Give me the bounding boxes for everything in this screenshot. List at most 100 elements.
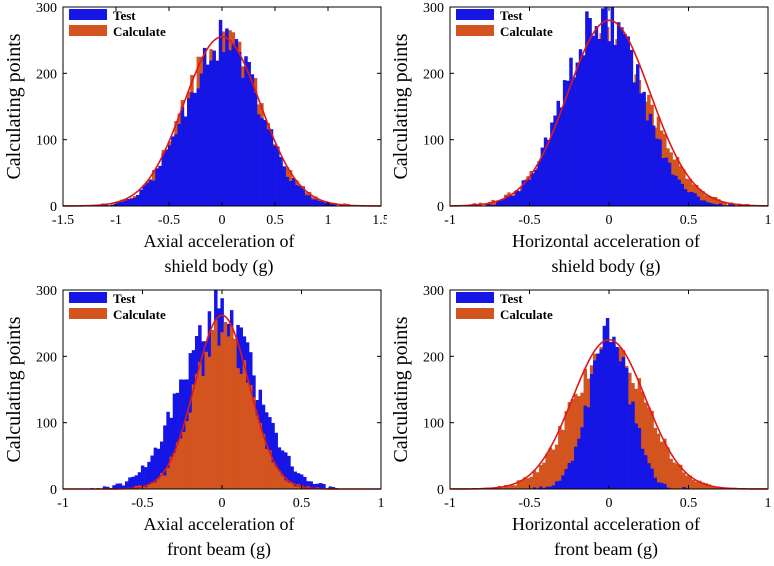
chart-3-bar-calculate bbox=[682, 472, 686, 489]
chart-0-bar-test bbox=[228, 50, 232, 206]
chart-1-bar-test bbox=[581, 55, 586, 206]
chart-0-legend-label-test: Test bbox=[113, 8, 136, 23]
chart-0-bar-test bbox=[202, 47, 207, 207]
chart-3-bar-calculate bbox=[701, 482, 705, 489]
chart-0-bar-test bbox=[288, 181, 293, 206]
chart-3-bar-calculate bbox=[535, 472, 540, 489]
chart-3-bar-test bbox=[663, 483, 667, 489]
chart-0-bar-test bbox=[132, 197, 137, 206]
chart-2-bar-test bbox=[293, 471, 298, 489]
chart-1-bar-test bbox=[610, 7, 615, 206]
chart-1-bar-test bbox=[543, 137, 548, 206]
chart-3-bar-calculate bbox=[647, 407, 651, 489]
chart-0-bar-test bbox=[218, 19, 223, 206]
chart-2-bar-test bbox=[290, 466, 294, 489]
chart-2-bar-test bbox=[303, 476, 307, 489]
chart-1-bar-calculate bbox=[710, 196, 715, 206]
chart-2-legend-swatch-calculate bbox=[69, 308, 107, 319]
chart-3-bar-calculate bbox=[698, 480, 702, 489]
chart-0-bar-test bbox=[330, 202, 334, 206]
chart-3-ytick-label: 300 bbox=[423, 284, 444, 299]
chart-0-bar-test bbox=[171, 136, 175, 206]
chart-3-bar-calculate bbox=[669, 458, 673, 489]
chart-1-bar-test bbox=[693, 193, 697, 206]
chart-1-bar-test bbox=[502, 198, 506, 206]
chart-0-bar-test bbox=[209, 60, 213, 207]
chart-1-bar-test bbox=[718, 203, 723, 206]
chart-3-bar-calculate bbox=[640, 391, 645, 489]
chart-2-bar-test bbox=[280, 450, 285, 489]
chart-1-bar-test bbox=[594, 26, 599, 206]
chart-2-bar-calculate bbox=[264, 448, 269, 489]
chart-2-xtick-label: -1 bbox=[57, 496, 69, 511]
chart-0-bar-test bbox=[155, 168, 159, 206]
chart-0-xtick-label: 0.5 bbox=[266, 213, 284, 228]
chart-3-bar-calculate bbox=[548, 447, 553, 489]
chart-3-bar-calculate bbox=[653, 427, 657, 489]
chart-2-bar-calculate bbox=[268, 450, 272, 489]
chart-3-bar-calculate bbox=[516, 480, 521, 489]
chart-0-bar-test bbox=[212, 50, 216, 207]
chart-0-bar-test bbox=[317, 200, 321, 206]
chart-0-ytick-label: 200 bbox=[36, 67, 57, 82]
chart-1-bar-test bbox=[512, 195, 516, 206]
chart-2-bar-calculate bbox=[159, 473, 164, 489]
chart-3-bar-calculate bbox=[532, 470, 537, 489]
chart-1-bar-test bbox=[496, 200, 500, 206]
chart-1-bar-test bbox=[585, 11, 589, 207]
chart-0-bar-test bbox=[285, 176, 290, 206]
chart-2-bar-test bbox=[153, 447, 158, 489]
chart-2-ylabel: Calculating points bbox=[3, 316, 25, 462]
chart-3-bar-calculate bbox=[564, 411, 568, 489]
chart-1-bar-test bbox=[661, 158, 665, 206]
chart-0-bar-test bbox=[253, 92, 258, 206]
chart-0-bar-test bbox=[282, 166, 286, 206]
chart-0-bar-test bbox=[142, 185, 146, 206]
chart-3-bar-calculate bbox=[713, 486, 718, 489]
chart-1-bar-test bbox=[591, 35, 595, 207]
chart-1-bar-test bbox=[674, 175, 678, 206]
chart-3-bar-calculate bbox=[672, 462, 677, 489]
chart-0-xtick-label: 1 bbox=[325, 213, 332, 228]
chart-3-bar-test bbox=[574, 446, 578, 489]
chart-0-bar-test bbox=[129, 198, 134, 206]
chart-0-bar-test bbox=[177, 123, 181, 206]
chart-3-bar-test bbox=[567, 463, 572, 489]
chart-2-bar-test bbox=[121, 485, 126, 489]
chart-3-bar-calculate bbox=[656, 433, 661, 489]
chart-3-xlabel-line1: Horizontal acceleration of bbox=[512, 514, 700, 534]
chart-1-bar-test bbox=[537, 161, 541, 206]
chart-3-bar-calculate bbox=[666, 447, 670, 489]
chart-0-xlabel-line1: Axial acceleration of bbox=[144, 231, 295, 251]
chart-1-ytick-label: 100 bbox=[423, 134, 444, 149]
chart-3-bar-calculate bbox=[691, 479, 696, 489]
chart-1-xlabel-line1: Horizontal acceleration of bbox=[512, 231, 700, 251]
chart-1-ytick-label: 0 bbox=[437, 200, 444, 215]
chart-1-bar-test bbox=[540, 147, 545, 206]
chart-0-bar-test bbox=[320, 201, 325, 206]
chart-2-bar-calculate bbox=[166, 467, 170, 489]
chart-3-bar-test bbox=[548, 486, 553, 489]
chart-3-bar-test bbox=[624, 367, 629, 489]
chart-0-bar-test bbox=[196, 88, 201, 206]
chart-0-ytick-label: 300 bbox=[36, 1, 57, 16]
chart-3-xtick-label: -0.5 bbox=[518, 496, 540, 511]
chart-2-bar-test bbox=[315, 483, 320, 489]
chart-3-ytick-label: 0 bbox=[437, 483, 444, 498]
chart-1-bar-test bbox=[623, 33, 627, 206]
chart-3-bar-test bbox=[612, 336, 616, 489]
chart-2-bar-calculate bbox=[274, 466, 278, 489]
chart-3-bar-test bbox=[605, 318, 610, 489]
chart-3-bar-calculate bbox=[551, 449, 556, 489]
chart-3-bar-calculate bbox=[710, 486, 715, 489]
chart-0-bar-test bbox=[272, 145, 277, 206]
chart-0-bar-test bbox=[158, 165, 162, 206]
chart-1-bar-test bbox=[632, 82, 637, 206]
chart-0-bar-test bbox=[266, 129, 270, 206]
chart-3-legend-swatch-test bbox=[456, 292, 494, 303]
chart-0-bar-test bbox=[187, 98, 191, 206]
chart-2-bar-calculate bbox=[188, 412, 193, 489]
chart-1-bar-test bbox=[705, 202, 710, 206]
